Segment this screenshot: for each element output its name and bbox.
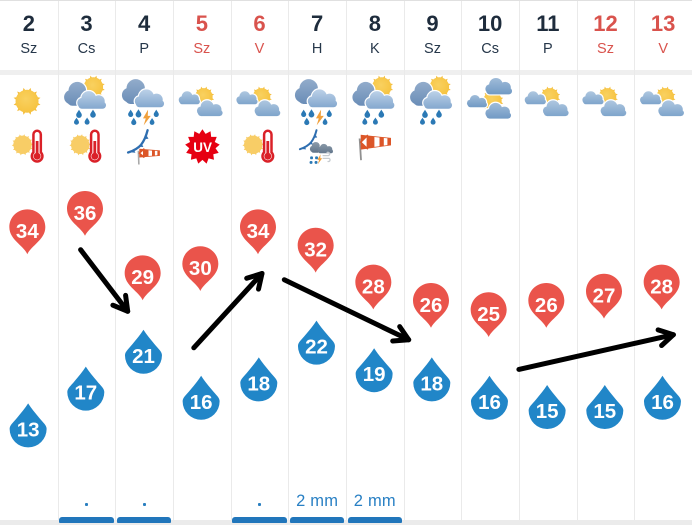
svg-text:UV: UV xyxy=(193,140,212,155)
svg-text:34: 34 xyxy=(16,220,39,243)
svg-text:16: 16 xyxy=(478,391,501,414)
svg-text:25: 25 xyxy=(477,303,500,326)
svg-text:18: 18 xyxy=(420,372,443,395)
svg-text:17: 17 xyxy=(74,382,97,405)
svg-text:27: 27 xyxy=(593,285,616,308)
svg-text:15: 15 xyxy=(536,400,559,423)
svg-text:19: 19 xyxy=(363,363,386,386)
svg-text:13: 13 xyxy=(17,418,40,441)
svg-text:21: 21 xyxy=(132,345,155,368)
svg-text:18: 18 xyxy=(247,372,270,395)
svg-text:30: 30 xyxy=(189,257,212,280)
svg-text:16: 16 xyxy=(190,391,213,414)
svg-text:29: 29 xyxy=(131,266,154,289)
svg-text:34: 34 xyxy=(247,220,270,243)
svg-text:32: 32 xyxy=(304,239,327,262)
svg-text:28: 28 xyxy=(650,275,673,298)
svg-text:28: 28 xyxy=(362,275,385,298)
svg-text:26: 26 xyxy=(535,294,558,317)
svg-text:22: 22 xyxy=(305,336,328,359)
svg-text:36: 36 xyxy=(74,202,97,225)
svg-text:15: 15 xyxy=(593,400,616,423)
svg-text:26: 26 xyxy=(420,294,443,317)
svg-text:16: 16 xyxy=(651,391,674,414)
